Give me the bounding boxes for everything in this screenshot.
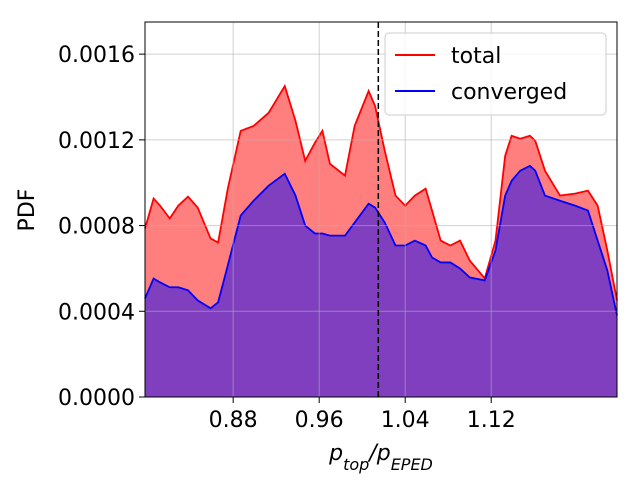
line: [144, 164, 618, 316]
y-tick-label: 0.0016: [58, 43, 135, 68]
legend-box: [384, 32, 607, 116]
line: [144, 83, 618, 301]
x-axis-label-part: top: [343, 455, 369, 474]
legend-label: total: [451, 44, 501, 69]
y-axis-label: PDF: [15, 189, 40, 232]
y-tick-label: 0.0000: [58, 386, 135, 411]
legend-label: converged: [451, 80, 567, 105]
x-tick-label: 0.88: [209, 408, 258, 433]
x-axis-label-part: EPED: [391, 455, 433, 474]
y-tick-label: 0.0012: [58, 129, 135, 154]
x-axis-label: ptop/pEPED: [328, 441, 433, 474]
plot-frame: [144, 21, 618, 398]
area-fill: [145, 165, 617, 397]
x-tick-label: 1.12: [467, 408, 516, 433]
y-tick-label: 0.0008: [58, 215, 135, 240]
x-axis-label-part: p: [328, 441, 343, 466]
x-axis-label-part: /p: [367, 441, 390, 466]
x-tick-label: 0.96: [295, 408, 344, 433]
y-tick-label: 0.0004: [58, 300, 135, 325]
x-tick-label: 1.04: [381, 408, 430, 433]
